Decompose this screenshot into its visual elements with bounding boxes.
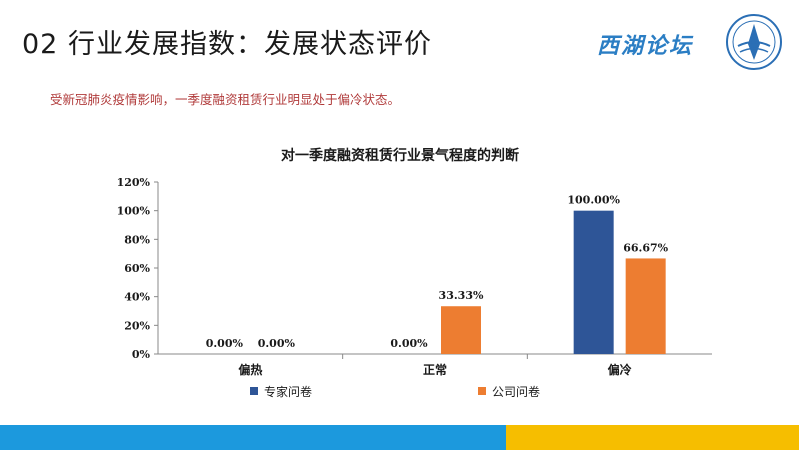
slide-title: 02 行业发展指数：发展状态评价	[22, 29, 432, 60]
footer-band-blue	[0, 425, 506, 450]
legend-label: 专家问卷	[264, 384, 312, 399]
y-tick-label: 60%	[124, 262, 150, 275]
data-label: 33.33%	[439, 289, 484, 302]
footer-band	[0, 425, 799, 450]
data-label: 0.00%	[206, 337, 244, 350]
bar	[625, 258, 666, 354]
chart-legend: 专家问卷 公司问卷	[250, 384, 540, 399]
legend-label: 公司问卷	[492, 384, 540, 399]
bar-chart: 对一季度融资租赁行业景气程度的判断 0% 20% 40% 60% 80% 100% 120%…	[117, 147, 712, 399]
data-label: 100.00%	[567, 194, 620, 207]
y-tick-label: 0%	[132, 348, 151, 361]
data-label: 66.67%	[623, 241, 668, 254]
footer-band-yellow	[506, 425, 799, 450]
x-tick-label: 偏热	[238, 362, 262, 377]
logo-text: 西湖论坛	[597, 33, 694, 59]
y-tick-label: 120%	[117, 176, 151, 189]
x-tick-label: 正常	[423, 362, 447, 377]
legend-swatch	[250, 387, 258, 395]
chart-bars: 0.00% 0.00% 0.00% 33.33% 100.00% 66.67%	[206, 194, 669, 354]
legend-swatch	[478, 387, 486, 395]
data-label: 0.00%	[258, 337, 296, 350]
data-label: 0.00%	[390, 337, 428, 350]
slide-subtitle: 受新冠肺炎疫情影响，一季度融资租赁行业明显处于偏冷状态。	[50, 92, 401, 107]
bar	[573, 210, 614, 354]
y-tick-label: 20%	[124, 319, 150, 332]
y-tick-label: 100%	[117, 205, 151, 218]
bar	[441, 306, 481, 354]
forum-emblem-icon	[726, 14, 782, 70]
x-tick-label: 偏冷	[608, 362, 632, 377]
y-tick-label: 40%	[124, 291, 150, 304]
y-tick-label: 80%	[124, 233, 150, 246]
chart-axes: 0% 20% 40% 60% 80% 100% 120% 偏热 正常 偏冷	[117, 176, 712, 377]
chart-title: 对一季度融资租赁行业景气程度的判断	[281, 147, 519, 164]
